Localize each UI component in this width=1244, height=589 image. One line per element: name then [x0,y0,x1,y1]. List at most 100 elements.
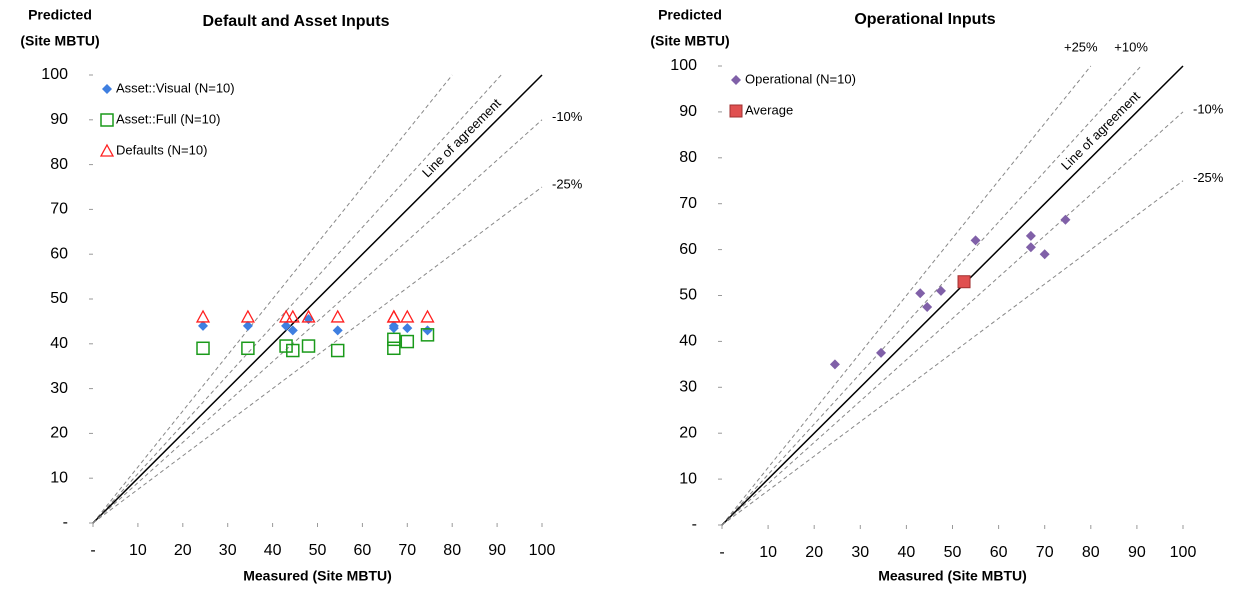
x-tick-label: 100 [529,542,556,559]
y-tick-label: 90 [679,103,697,120]
legend-marker [99,143,115,157]
point [922,301,933,312]
point [400,334,415,349]
y-tick-label: 50 [50,290,68,307]
x-axis-label: Measured (Site MBTU) [243,568,392,584]
point [386,309,401,323]
legend-label: Average [745,102,793,117]
chart-title: Default and Asset Inputs [203,13,390,30]
x-tick-label: 50 [309,542,327,559]
x-tick-label: 20 [805,544,823,561]
point [386,309,401,323]
x-tick-label: 40 [264,542,282,559]
y-tick-label: 90 [50,111,68,128]
x-tick-label: 10 [759,544,777,561]
x-tick-label: 80 [443,542,461,559]
legend-marker [100,113,114,127]
point [303,314,314,325]
point [287,325,298,336]
y-axis-label: Predicted [28,7,92,23]
point [242,320,253,331]
legend-marker [102,84,112,94]
legend-label: Operational (N=10) [745,71,856,86]
y-tick-label: 10 [50,469,68,486]
y-tick-label: 30 [679,379,697,396]
point [281,320,292,331]
point [1025,230,1036,241]
y-tick-label: 80 [50,156,68,173]
y-tick-label: 60 [679,241,697,258]
point [1039,249,1050,260]
point [915,288,926,299]
point [876,347,887,358]
y-tick-label: - [692,516,697,533]
x-tick-label: 30 [851,544,869,561]
point [1060,214,1071,225]
point [196,341,210,356]
agreement-line [92,74,543,524]
y-tick-label: 100 [670,57,697,74]
y-tick-label: 40 [50,335,68,352]
x-tick-label: 70 [398,542,416,559]
y-tick-label: 20 [679,424,697,441]
x-tick-label: 100 [1170,544,1197,561]
reference-label: Line of agreement [1058,88,1143,173]
reference-line [92,74,502,524]
y-tick-label: - [63,514,68,531]
point [286,343,300,358]
point [301,309,316,323]
y-tick-label: 70 [50,201,68,218]
reference-label: -10% [1193,101,1224,116]
legend-marker [731,75,741,85]
reference-label: +10% [1114,39,1148,54]
x-tick-label: 50 [944,544,962,561]
y-tick-label: 50 [679,287,697,304]
y-tick-label: 100 [41,66,68,83]
x-tick-label: 40 [898,544,916,561]
y-tick-label: 80 [679,149,697,166]
point [1025,242,1036,253]
x-tick-label: 60 [990,544,1008,561]
reference-line [721,65,1142,526]
point [957,275,971,289]
point [829,359,840,370]
reference-line [721,180,1184,526]
reference-label: -10% [552,109,583,124]
point [330,343,345,358]
point [420,309,435,323]
point [387,341,401,356]
point [301,339,316,353]
legend-label: Defaults (N=10) [116,142,207,157]
y-tick-label: 30 [50,380,68,397]
y-tick-label: 70 [679,195,697,212]
x-tick-label: 90 [1128,544,1146,561]
y-tick-label: 60 [50,245,68,262]
point [241,341,255,356]
y-axis-label: (Site MBTU) [650,33,729,49]
point [970,235,981,246]
y-tick-label: 40 [679,333,697,350]
y-axis-label: Predicted [658,7,722,23]
reference-line [92,119,543,524]
agreement-line [721,65,1184,526]
point [402,323,413,334]
x-axis-label: Measured (Site MBTU) [878,568,1027,584]
x-tick-label: 20 [174,542,192,559]
legend-label: Asset::Full (N=10) [116,111,220,126]
x-tick-label: - [90,542,95,559]
x-tick-label: 90 [488,542,506,559]
point [198,320,209,331]
point [400,309,415,323]
reference-label: Line of agreement [419,95,504,180]
point [387,332,401,347]
x-tick-label: 80 [1082,544,1100,561]
legend-label: Asset::Visual (N=10) [116,80,235,95]
point [935,285,946,296]
x-tick-label: - [719,544,724,561]
reference-label: +25% [1064,39,1098,54]
y-tick-label: 10 [679,470,697,487]
chart-title: Operational Inputs [854,11,995,28]
x-tick-label: 60 [354,542,372,559]
reference-line [92,74,453,524]
